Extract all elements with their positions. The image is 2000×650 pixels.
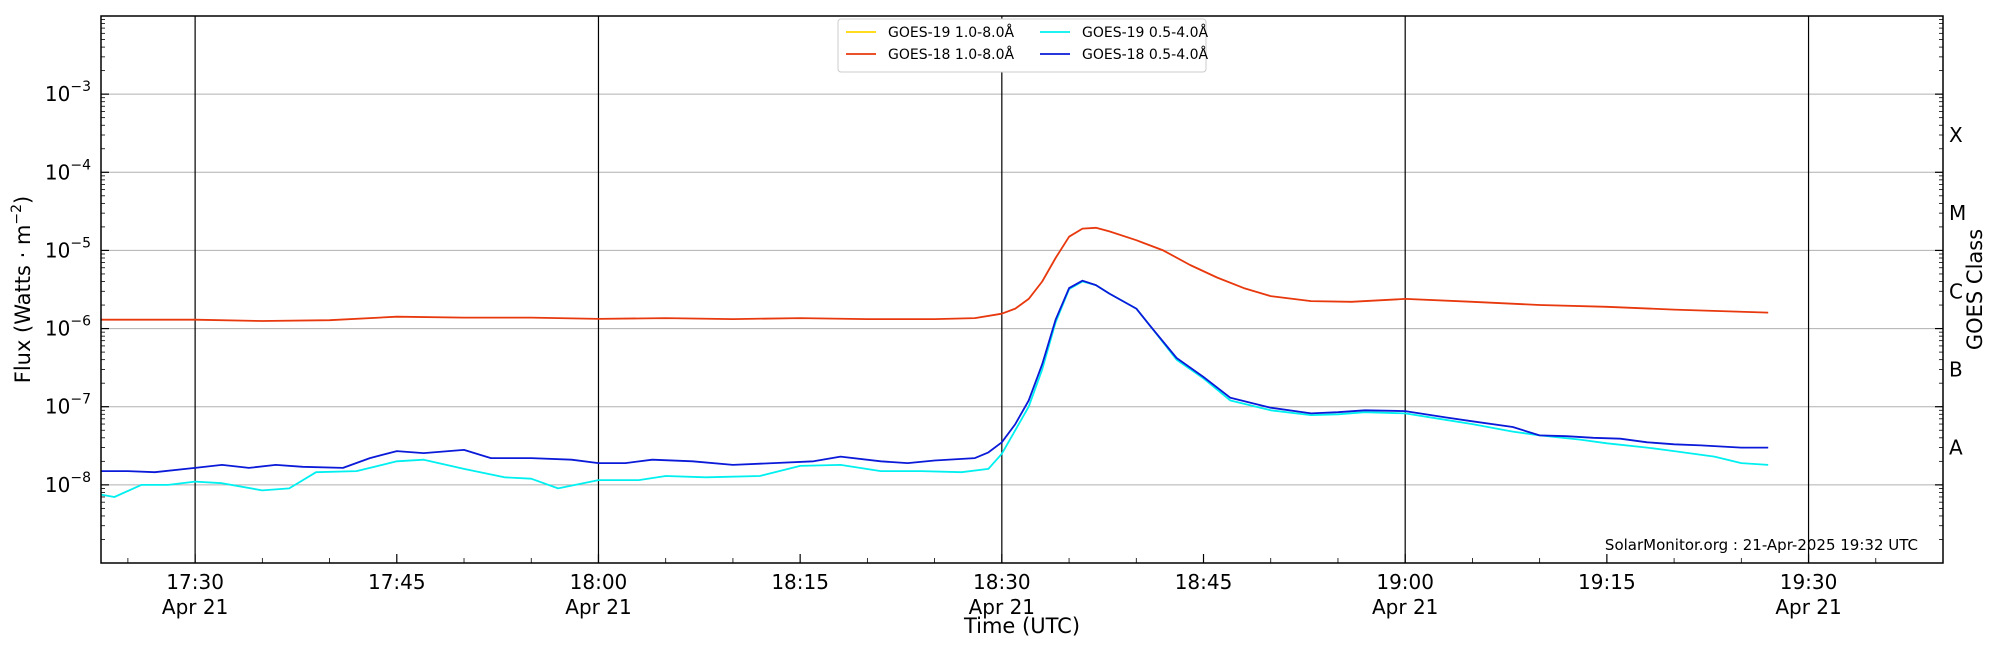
y-tick-exponent: −3 (70, 79, 91, 95)
y-tick-label: 10−4 (45, 157, 91, 184)
x-tick-time: 17:45 (368, 570, 426, 594)
y-tick-label: 10−6 (45, 314, 91, 341)
legend-box (837, 18, 1207, 73)
y-axis-label: Flux (Watts · m−2) (9, 196, 35, 384)
y-tick-label: 10−5 (45, 235, 91, 262)
y-tick-base: 10 (45, 395, 70, 419)
grid-lines (101, 93, 1943, 486)
legend-label-1: GOES-18 1.0-8.0Å (888, 46, 1014, 63)
goes-class-label-b: B (1949, 357, 1963, 381)
x-tick-date: Apr 21 (1775, 595, 1841, 619)
x-tick-time: 19:30 (1780, 570, 1838, 594)
y-tick-base: 10 (45, 473, 70, 497)
x-axis-label: Time (UTC) (963, 614, 1080, 638)
x-tick-time: 18:30 (973, 570, 1031, 594)
legend-label-0: GOES-19 1.0-8.0Å (888, 24, 1014, 41)
date-separator-lines (194, 16, 1810, 563)
x-tick-time: 18:00 (570, 570, 628, 594)
y-tick-base: 10 (45, 82, 70, 106)
x-tick-date: Apr 21 (565, 595, 631, 619)
x-tick-time: 17:30 (166, 570, 224, 594)
y-tick-base: 10 (45, 160, 70, 184)
series-line-3 (101, 279, 1769, 474)
axis-ticks (101, 19, 1944, 563)
y-tick-exponent: −5 (70, 235, 91, 251)
y-tick-base: 10 (45, 317, 70, 341)
goes-class-label-x: X (1949, 123, 1963, 147)
y-tick-exponent: −7 (70, 392, 91, 408)
y-tick-label: 10−3 (45, 79, 91, 106)
x-tick-time: 18:45 (1175, 570, 1233, 594)
x-tick-time: 18:15 (771, 570, 829, 594)
y-tick-label: 10−7 (45, 392, 91, 419)
plot-frame (100, 15, 1944, 564)
x-tick-date: Apr 21 (969, 595, 1035, 619)
legend: GOES-19 1.0-8.0Å GOES-18 1.0-8.0Å GOES-19 … (837, 18, 1208, 73)
source-annotation: SolarMonitor.org : 21-Apr-2025 19:32 UTC (1605, 536, 1918, 554)
y-tick-exponent: −4 (70, 157, 91, 173)
y-tick-exponent: −6 (70, 314, 91, 330)
goes-class-label-a: A (1949, 436, 1963, 460)
x-tick-time: 19:15 (1578, 570, 1636, 594)
x-tick-time: 19:00 (1376, 570, 1434, 594)
x-tick-date: Apr 21 (162, 595, 228, 619)
legend-label-2: GOES-19 0.5-4.0Å (1082, 24, 1208, 41)
y-tick-label: 10−8 (45, 470, 91, 497)
goes-class-labels: A B C M X (1949, 123, 1966, 460)
y-tick-exponent: −8 (70, 470, 91, 486)
series-lines (100, 226, 1769, 498)
goes-class-label-m: M (1949, 201, 1966, 225)
series-line-1 (101, 226, 1769, 322)
y-tick-labels: 10−810−710−610−510−410−3 (45, 79, 91, 497)
goes-class-label-c: C (1949, 279, 1963, 303)
series-line-2 (100, 280, 1769, 498)
legend-label-3: GOES-18 0.5-4.0Å (1082, 46, 1208, 63)
right-axis-label: GOES Class (1963, 229, 1987, 350)
y-tick-base: 10 (45, 238, 70, 262)
x-tick-date: Apr 21 (1372, 595, 1438, 619)
